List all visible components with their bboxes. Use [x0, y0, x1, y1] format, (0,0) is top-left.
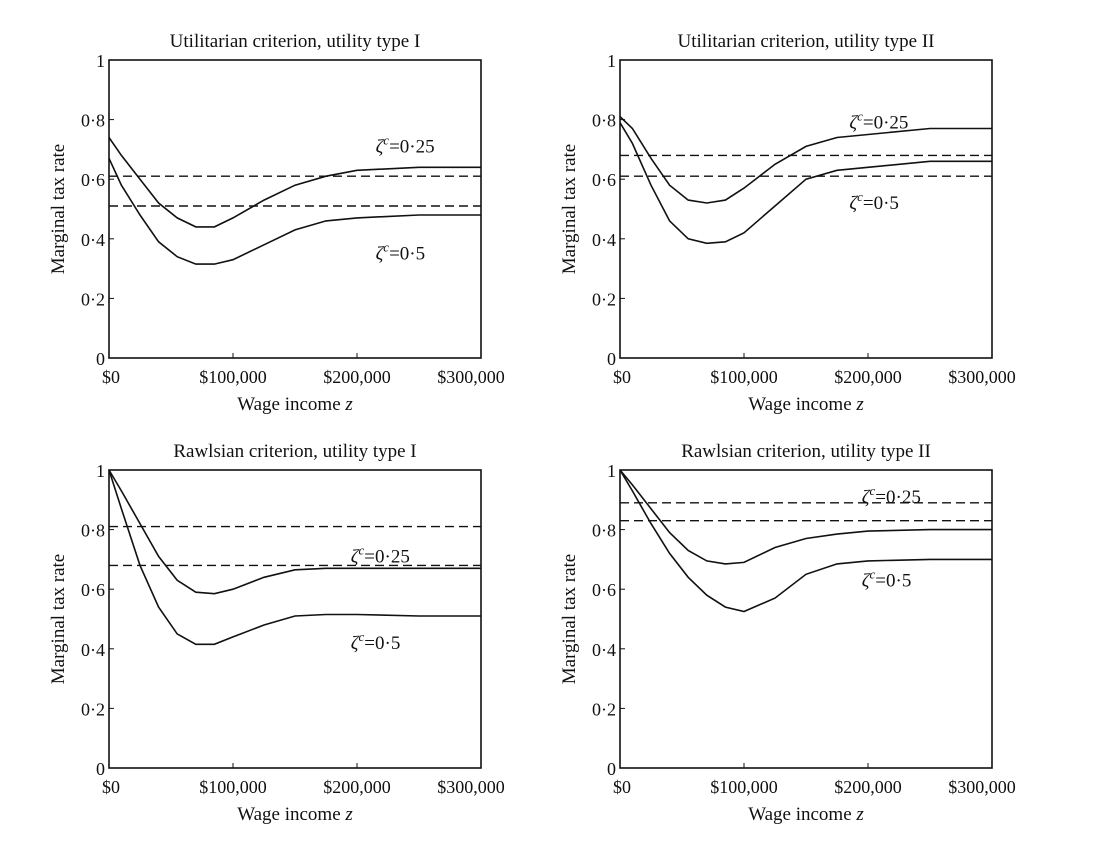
chart-title: Rawlsian criterion, utility type II [681, 441, 931, 462]
elasticity-label: ζc=0·25 [351, 542, 410, 567]
y-tick-label: 0·8 [592, 111, 616, 131]
elasticity-label: ζc=0·5 [376, 240, 426, 265]
plot-frame [619, 469, 993, 769]
elasticity-label: ζc=0·5 [849, 189, 899, 214]
chart-title: Rawlsian criterion, utility type I [173, 441, 416, 462]
x-tick-label: $100,000 [710, 777, 778, 797]
y-tick-label: 0·2 [592, 699, 616, 719]
y-tick-label: 0·6 [81, 580, 105, 600]
y-axis-label: Marginal tax rate [559, 144, 580, 275]
x-tick-label: $100,000 [199, 777, 267, 797]
x-tick-label: $200,000 [834, 777, 902, 797]
x-tick-label: $100,000 [199, 367, 267, 387]
x-tick-label: $0 [102, 777, 120, 797]
y-tick-label: 0·2 [81, 699, 105, 719]
plot-frame [619, 59, 993, 359]
tax-rate-curve [108, 137, 481, 228]
y-tick-label: 0·6 [592, 580, 616, 600]
elasticity-label: ζc=0·25 [376, 132, 435, 157]
y-tick-label: 1 [96, 51, 105, 71]
x-axis-label: Wage income z [237, 394, 353, 415]
y-tick-label: 0·4 [592, 230, 616, 250]
y-tick-label: 0·2 [81, 289, 105, 309]
x-tick-label: $200,000 [323, 367, 391, 387]
y-tick-label: 0 [96, 759, 105, 779]
y-tick-label: 0·8 [592, 521, 616, 541]
y-axis-label: Marginal tax rate [48, 144, 69, 275]
x-tick-label: $300,000 [948, 367, 1016, 387]
tax-rate-curve [619, 469, 992, 565]
x-tick-label: $0 [613, 367, 631, 387]
y-tick-label: 0·6 [592, 170, 616, 190]
x-tick-label: $0 [102, 367, 120, 387]
x-tick-label: $200,000 [834, 367, 902, 387]
y-tick-label: 0·4 [81, 640, 105, 660]
elasticity-label: ζc=0·25 [862, 483, 921, 508]
chart-title: Utilitarian criterion, utility type I [170, 31, 421, 52]
x-axis-label: Wage income z [748, 394, 864, 415]
y-tick-label: 0·4 [592, 640, 616, 660]
y-tick-label: 0·4 [81, 230, 105, 250]
x-tick-label: $300,000 [948, 777, 1016, 797]
y-tick-label: 0·8 [81, 521, 105, 541]
tax-rate-curve [108, 469, 481, 646]
y-tick-label: 0 [607, 349, 616, 369]
x-tick-label: $100,000 [710, 367, 778, 387]
y-tick-label: 1 [607, 461, 616, 481]
y-tick-label: 0 [607, 759, 616, 779]
tax-rate-curve [619, 116, 992, 204]
tax-rate-curve [108, 469, 481, 595]
x-tick-label: $300,000 [437, 367, 505, 387]
plot-frame [108, 469, 482, 769]
y-tick-label: 0 [96, 349, 105, 369]
x-tick-label: $300,000 [437, 777, 505, 797]
tax-rate-curve [619, 122, 992, 245]
x-axis-label: Wage income z [748, 804, 864, 825]
elasticity-label: ζc=0·5 [862, 566, 912, 591]
elasticity-label: ζc=0·25 [849, 109, 908, 134]
y-axis-label: Marginal tax rate [48, 554, 69, 685]
x-axis-label: Wage income z [237, 804, 353, 825]
x-tick-label: $0 [613, 777, 631, 797]
tax-rate-curve [108, 157, 481, 265]
y-axis-label: Marginal tax rate [559, 554, 580, 685]
y-tick-label: 1 [607, 51, 616, 71]
y-tick-label: 0·2 [592, 289, 616, 309]
x-tick-label: $200,000 [323, 777, 391, 797]
y-tick-label: 1 [96, 461, 105, 481]
y-tick-label: 0·6 [81, 170, 105, 190]
y-tick-label: 0·8 [81, 111, 105, 131]
elasticity-label: ζc=0·5 [351, 629, 401, 654]
chart-title: Utilitarian criterion, utility type II [678, 31, 935, 52]
tax-rate-curve [619, 469, 992, 613]
plot-frame [108, 59, 482, 359]
